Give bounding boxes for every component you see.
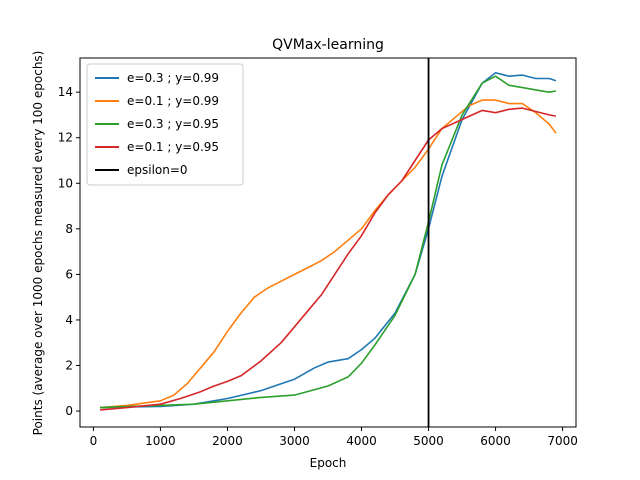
y-tick-label: 0 xyxy=(65,404,73,418)
ticks-layer: 0 1000 2000 3000 4000 5000 6000 7000 0 2 4 6 8 10 12 14 xyxy=(58,85,578,448)
x-tick-label: 7000 xyxy=(547,434,578,448)
series-line-3 xyxy=(100,75,557,409)
x-tick-label: 1000 xyxy=(145,434,176,448)
x-tick-label: 2000 xyxy=(212,434,243,448)
series-layer xyxy=(100,72,557,411)
legend-label: e=0.1 ; y=0.95 xyxy=(127,140,219,154)
x-tick-label: 3000 xyxy=(279,434,310,448)
legend-label: e=0.3 ; y=0.99 xyxy=(127,71,219,85)
y-tick-label: 6 xyxy=(65,267,73,281)
legend: e=0.3 ; y=0.99 e=0.1 ; y=0.99 e=0.3 ; y=0.… xyxy=(86,63,244,186)
x-tick-label: 6000 xyxy=(480,434,511,448)
legend-label: e=0.1 ; y=0.99 xyxy=(127,94,219,108)
x-tick-label: 0 xyxy=(90,434,98,448)
y-tick-label: 2 xyxy=(65,359,73,373)
legend-box xyxy=(86,63,244,186)
y-tick-label: 14 xyxy=(58,85,73,99)
legend-label: epsilon=0 xyxy=(127,163,188,177)
x-axis-title: Epoch xyxy=(310,456,347,470)
y-tick-label: 10 xyxy=(58,176,73,190)
chart-title: QVMax-learning xyxy=(272,37,384,53)
y-tick-label: 12 xyxy=(58,131,73,145)
legend-label: e=0.3 ; y=0.95 xyxy=(127,117,219,131)
x-tick-label: 5000 xyxy=(413,434,444,448)
y-axis-title: Points (average over 1000 epochs measure… xyxy=(31,51,45,436)
y-tick-label: 8 xyxy=(65,222,73,236)
y-tick-label: 4 xyxy=(65,313,73,327)
plot-frame xyxy=(79,57,577,428)
series-line-2 xyxy=(100,99,557,409)
x-tick-label: 4000 xyxy=(346,434,377,448)
series-line-1 xyxy=(100,72,557,409)
series-line-4 xyxy=(100,107,557,411)
